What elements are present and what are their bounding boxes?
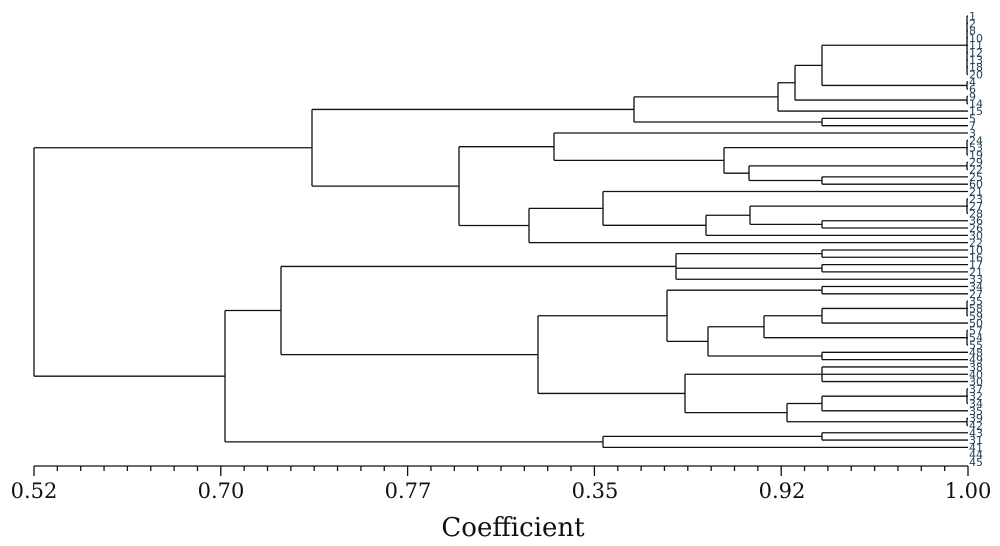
leaf-label-49: 40 [969,368,983,381]
leaf-label-55: 39 [969,412,983,425]
leaf-label-48: 38 [969,361,983,374]
leaf-label-53: 34 [969,398,983,411]
leaf-label-41: 59 [969,310,983,323]
leaf-label-43: 57 [969,324,983,337]
leaf-label-7: 18 [969,61,983,74]
leaf-label-2: 8 [969,25,976,38]
leaf-label-15: 7 [969,120,976,133]
leaf-label-34: 17 [969,259,983,272]
tick-label-0: 0.52 [11,479,58,503]
leaf-label-13: 15 [969,105,983,118]
leaf-label-44: 54 [969,332,983,345]
leaf-label-10: 6 [969,83,976,96]
x-axis-title: Coefficient [441,513,585,543]
leaf-label-32: 10 [969,244,983,257]
leaf-label-46: 48 [969,346,983,359]
x-axis: 0.52 0.70 0.77 0.35 0.92 1.00 Coefficien… [11,465,992,543]
leaf-label-4: 11 [969,39,983,52]
leaf-label-38: 27 [969,288,983,301]
leaf-label-6: 13 [969,54,983,67]
leaf-label-18: 53 [969,142,983,155]
leaf-label-54: 35 [969,405,983,418]
leaf-label-56: 42 [969,419,983,432]
leaf-label-8: 20 [969,68,983,81]
leaf-label-12: 14 [969,98,983,111]
dendrogram-branches [33,15,968,449]
leaf-label-31: 22 [969,237,983,250]
leaf-label-3: 10 [969,32,983,45]
leaf-label-26: 27 [969,200,983,213]
leaf-label-22: 25 [969,171,983,184]
leaf-label-20: 29 [969,156,983,169]
x-axis-minor-ticks [33,466,969,476]
leaf-label-14: 5 [969,112,976,125]
leaf-label-27: 28 [969,207,983,220]
leaf-label-17: 24 [969,134,983,147]
tick-label-2: 0.77 [385,479,432,503]
leaf-label-25: 23 [969,193,983,206]
leaf-label-60: 44 [969,449,983,462]
leaf-label-51: 37 [969,383,983,396]
leaf-label-16: 3 [969,127,976,140]
leaf-label-23: 60 [969,178,983,191]
leaf-label-45: 55 [969,339,983,352]
leaf-label-30: 30 [969,229,983,242]
tick-label-3: 0.35 [572,479,619,503]
leaf-label-28: 36 [969,215,983,228]
leaf-label-59: 41 [969,441,983,454]
leaf-label-61: 45 [969,456,983,469]
tick-label-1: 0.70 [198,479,245,503]
leaf-label-57: 43 [969,427,983,440]
leaf-label-37: 34 [969,281,983,294]
leaf-label-9: 4 [969,76,976,89]
leaf-label-36: 33 [969,273,983,286]
leaf-label-19: 19 [969,149,983,162]
leaf-label-35: 21 [969,266,983,279]
leaf-label-52: 32 [969,390,983,403]
tick-label-5: 1.00 [945,479,992,503]
leaf-label-0: 1 [969,10,976,23]
leaf-label-58: 31 [969,434,983,447]
leaf-label-39: 35 [969,295,983,308]
leaf-label-47: 49 [969,354,983,367]
leaf-label-50: 30 [969,376,983,389]
tick-label-4: 0.92 [759,479,806,503]
leaf-label-24: 21 [969,185,983,198]
leaf-label-5: 12 [969,47,983,60]
leaf-label-21: 22 [969,164,983,177]
leaf-label-33: 16 [969,251,983,264]
leaf-label-11: 9 [969,90,976,103]
leaf-label-1: 2 [969,17,976,30]
leaf-label-40: 58 [969,302,983,315]
leaf-label-42: 50 [969,317,983,330]
leaf-label-29: 26 [969,222,983,235]
leaf-labels: 1281011121318204691415573245319292225602… [969,10,983,469]
